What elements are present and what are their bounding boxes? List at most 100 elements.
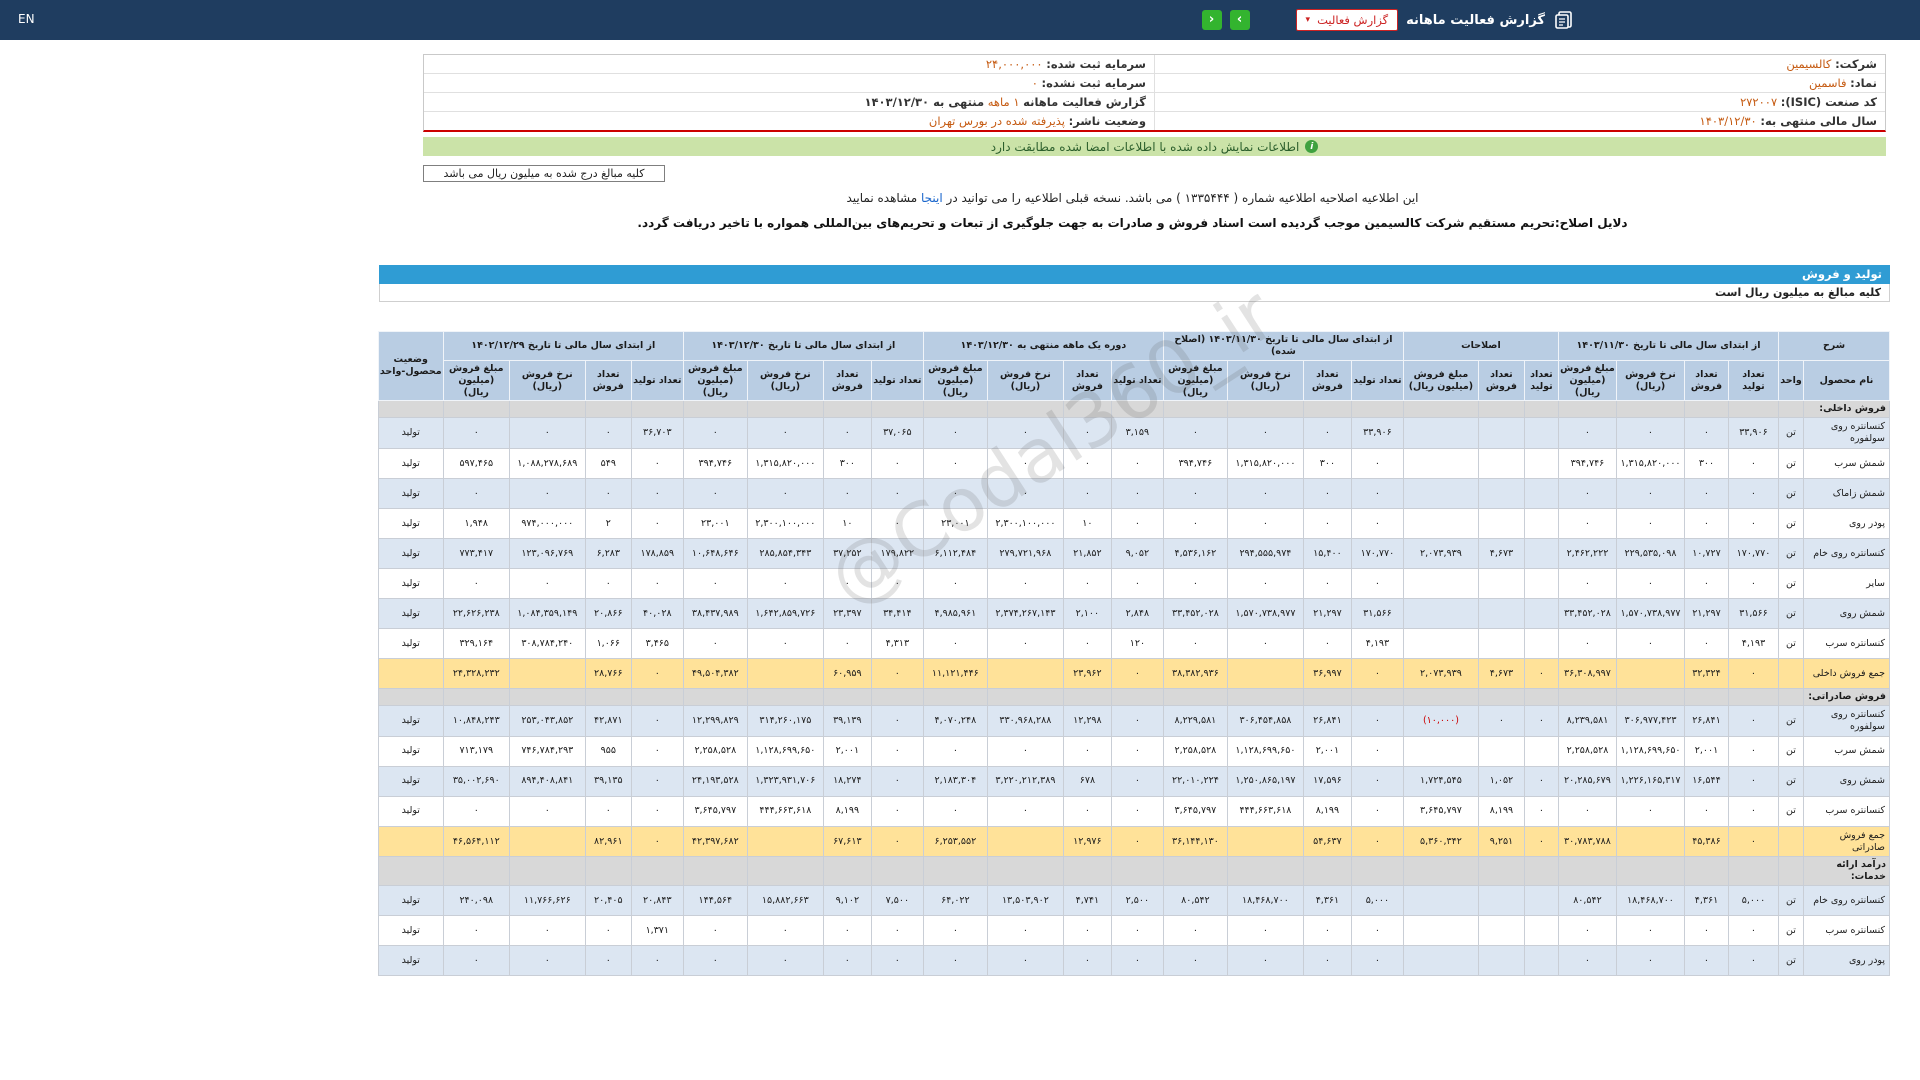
value-cell: ۳۳,۹۰۶ [1350, 417, 1404, 449]
value-cell: ۰ [870, 704, 924, 737]
value-cell: ۰ [1110, 704, 1164, 737]
value-cell: ۰ [584, 915, 632, 947]
amendment-text-pre: این اطلاعیه اصلاحیه اطلاعیه شماره ( ۱۳۳۵… [942, 191, 1419, 205]
value-cell: ۳۹۴,۷۴۶ [682, 448, 748, 479]
value-cell [1523, 538, 1559, 569]
column-header: واحد [1777, 359, 1805, 402]
value-cell: ۰ [508, 945, 586, 977]
forward-arrow-button[interactable]: › [1229, 10, 1250, 30]
back-arrow-button[interactable]: ‹ [1201, 10, 1222, 30]
value-cell: ۰ [1226, 417, 1304, 449]
section-label: فروش داخلی: [1803, 400, 1890, 419]
value-cell: ۱۸,۴۶۸,۷۰۰ [1615, 885, 1685, 917]
value-cell [1523, 598, 1559, 629]
value-cell: ۳۶,۷۰۳ [630, 417, 684, 449]
product-name-cell: شمش روی [1803, 765, 1890, 797]
product-name-cell: کنسانتره سرب [1803, 795, 1890, 827]
value-cell: ۲,۰۰۱ [1683, 735, 1729, 767]
status-cell: تولید [377, 915, 444, 947]
value-cell: ۴,۵۳۶,۱۶۲ [1162, 538, 1228, 569]
value-cell: ۱,۱۲۸,۶۹۹,۶۵۰ [1615, 735, 1685, 767]
value-cell: ۰ [1683, 508, 1729, 539]
value-cell: ۰ [1350, 478, 1404, 509]
value-cell: ۰ [746, 417, 824, 449]
product-name-cell: کنسانتره روی خام [1803, 885, 1890, 917]
value-cell: ۰ [630, 825, 684, 858]
value-cell: ۰ [442, 417, 510, 449]
column-header: نرخ فروش (ریال) [746, 359, 824, 402]
section-row: فروش صادراتی: [377, 688, 1890, 706]
empty-cell [584, 400, 632, 419]
empty-cell [1557, 688, 1617, 706]
value-cell: ۰ [1350, 568, 1404, 599]
report-type-dropdown[interactable]: گزارش فعالیت ▾ [1295, 9, 1399, 31]
value-cell: ۰ [1350, 658, 1404, 689]
status-cell: تولید [377, 598, 444, 629]
value-cell: ۰ [746, 915, 824, 947]
value-cell: ۳۳,۹۰۶ [1727, 417, 1779, 449]
empty-cell [870, 400, 924, 419]
previous-version-link[interactable]: اینجا [921, 191, 943, 205]
value-cell: ۱,۳۱۵,۸۲۰,۰۰۰ [1615, 448, 1685, 479]
product-row: کنسانتره روی سولفوره تن ۳۳,۹۰۶ ۰ ۰ ۰ ۳۳,۹۰۶ ۰ ۰ ۰… [377, 417, 1890, 449]
empty-cell [870, 688, 924, 706]
value-cell: ۰ [1162, 915, 1228, 947]
value-cell: ۰ [1557, 628, 1617, 659]
value-cell [1523, 417, 1559, 449]
value-cell: ۰ [630, 478, 684, 509]
value-cell: ۳۱۴,۲۶۰,۱۷۵ [746, 704, 824, 737]
value-cell: ۳۳۰,۹۶۸,۲۸۸ [986, 704, 1064, 737]
value-cell: ۱,۲۵۰,۸۶۵,۱۹۷ [1226, 765, 1304, 797]
product-name-cell: سایر [1803, 568, 1890, 599]
empty-cell [1477, 856, 1525, 887]
value-cell: ۰ [822, 945, 872, 977]
info-label: کد صنعت (ISIC): [1780, 95, 1877, 109]
value-cell: ۰ [986, 568, 1064, 599]
unit-cell: تن [1777, 885, 1805, 917]
value-cell: ۰ [922, 915, 988, 947]
value-cell: ۱۰ [822, 508, 872, 539]
status-cell: تولید [377, 628, 444, 659]
value-cell: ۱,۵۷۰,۷۳۸,۹۷۷ [1615, 598, 1685, 629]
value-cell: ۳,۲۲۰,۲۱۲,۳۸۹ [986, 765, 1064, 797]
value-cell: ۸,۲۲۹,۵۸۱ [1162, 704, 1228, 737]
value-cell: ۸,۱۹۹ [822, 795, 872, 827]
empty-cell [1727, 400, 1779, 419]
value-cell: ۰ [1615, 795, 1685, 827]
value-cell: ۰ [1226, 915, 1304, 947]
value-cell: ۱۵,۸۸۲,۶۶۳ [746, 885, 824, 917]
value-cell: ۰ [1615, 417, 1685, 449]
unit-cell: تن [1777, 795, 1805, 827]
language-toggle[interactable]: EN [18, 12, 35, 26]
value-cell: ۰ [922, 568, 988, 599]
value-cell: ۳۸,۴۳۷,۹۸۹ [682, 598, 748, 629]
value-cell [1523, 568, 1559, 599]
value-cell: ۲۱,۲۹۷ [1302, 598, 1352, 629]
info-value: ۱۴۰۳/۱۲/۳۰ [1699, 114, 1757, 128]
value-cell: ۷,۵۰۰ [870, 885, 924, 917]
value-cell: ۰ [870, 448, 924, 479]
empty-cell [1062, 400, 1112, 419]
value-cell: ۳۹,۱۳۵ [584, 765, 632, 797]
value-cell: ۳۰۰ [822, 448, 872, 479]
value-cell: ۰ [1727, 735, 1779, 767]
value-cell: ۳۰,۷۸۳,۷۸۸ [1557, 825, 1617, 858]
product-row: سایر تن ۰ ۰ ۰ ۰ ۰ ۰ ۰ ۰ ۰ ۰ ۰ ۰ ۰ ۰ ۰ ۰ ۰ ۰ ۰ ۰ تولید [377, 568, 1890, 599]
value-cell [1523, 735, 1559, 767]
empty-cell [1110, 856, 1164, 887]
value-cell [1402, 628, 1479, 659]
value-cell: ۰ [1350, 508, 1404, 539]
column-group-header: اصلاحات [1402, 331, 1559, 361]
amounts-unit-note-box: کلیه مبالغ درج شده به میلیون ریال می باش… [423, 165, 665, 182]
value-cell: ۰ [1062, 568, 1112, 599]
value-cell: ۰ [1062, 915, 1112, 947]
product-row: شمش سرب تن ۰ ۳۰۰ ۱,۳۱۵,۸۲۰,۰۰۰ ۳۹۴,۷۴۶ ۰ ۳۰۰ ۱,۳… [377, 448, 1890, 479]
column-header: تعداد فروش [584, 359, 632, 402]
value-cell: ۰ [922, 945, 988, 977]
value-cell: ۰ [1477, 704, 1525, 737]
product-name-cell: کنسانتره سرب [1803, 915, 1890, 947]
value-cell [1402, 885, 1479, 917]
empty-cell [986, 400, 1064, 419]
value-cell: ۴۹,۵۰۴,۳۸۲ [682, 658, 748, 689]
value-cell: ۰ [822, 628, 872, 659]
